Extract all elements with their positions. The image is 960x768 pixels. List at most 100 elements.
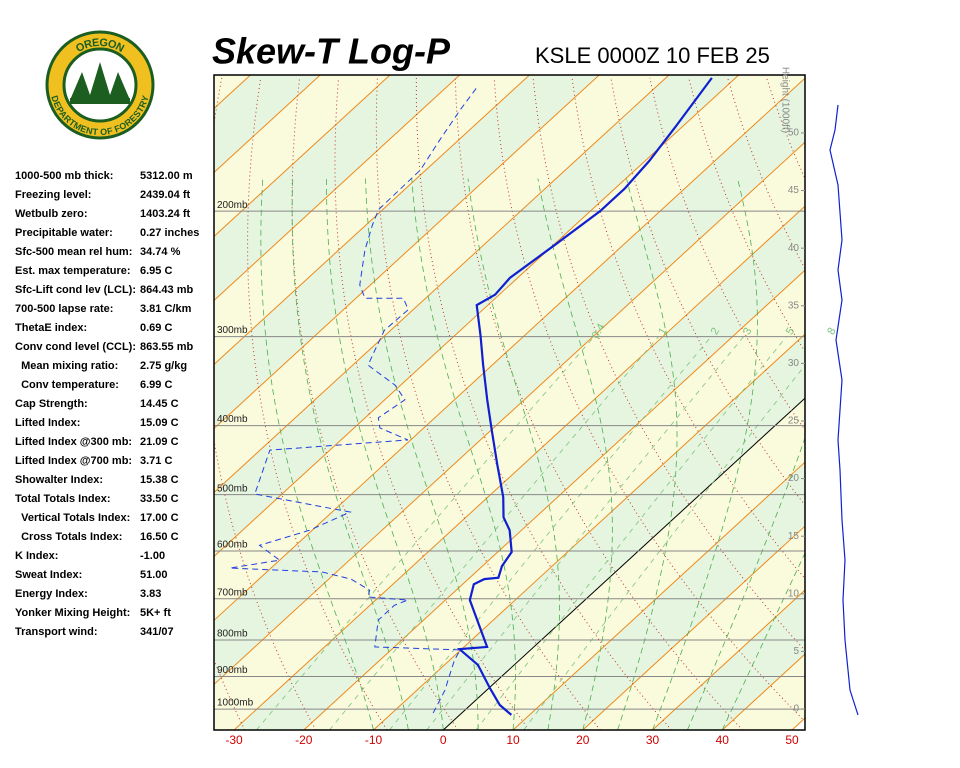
- index-label: Transport wind:: [15, 626, 98, 638]
- index-value: 0.27 inches: [140, 227, 199, 239]
- isotherm: [214, 75, 530, 366]
- logo-top-text: OREGON: [74, 37, 126, 55]
- isotherm: [214, 75, 740, 558]
- dry-adiabat: [883, 78, 960, 730]
- traces: [229, 77, 713, 716]
- index-value: 0.69 C: [140, 322, 172, 334]
- dry-adiabat: [493, 77, 805, 723]
- index-value: 2439.04 ft: [140, 189, 190, 201]
- x-tick-label: -10: [365, 733, 383, 747]
- mixing-ratio-label: 2: [709, 326, 722, 337]
- y2-tick-label: 15: [788, 531, 800, 542]
- isotherm-grid-line: [373, 333, 805, 730]
- index-label: Conv temperature:: [15, 379, 119, 391]
- index-value: 863.55 mb: [140, 341, 193, 353]
- index-value: 21.09 C: [140, 436, 179, 448]
- y2-tick-label: 5: [793, 646, 799, 657]
- plot-frame: [213, 74, 806, 731]
- isotherm-grid-line: [512, 461, 805, 730]
- mixing-ratio-line: [523, 364, 805, 730]
- index-value: 33.50 C: [140, 493, 179, 505]
- index-label: Sfc-500 mean rel hum:: [15, 246, 132, 258]
- moist-adiabat: [260, 178, 374, 730]
- moist-adiabat: [687, 436, 805, 730]
- index-value: 5312.00 m: [140, 170, 193, 182]
- x-tick-label: 20: [576, 733, 590, 747]
- moist-adiabat: [537, 178, 613, 730]
- x-tick-label: 30: [646, 733, 660, 747]
- dry-adiabat: [610, 77, 805, 507]
- index-value: 1403.24 ft: [140, 208, 190, 220]
- isotherm-grid-line: [652, 589, 805, 730]
- x-tick-label: 10: [506, 733, 520, 747]
- isotherm-band: [214, 78, 805, 685]
- grid: [214, 75, 960, 730]
- index-label: Energy Index:: [15, 588, 88, 600]
- index-label: Vertical Totals Index:: [15, 512, 130, 524]
- dry-adiabat: [844, 78, 960, 730]
- isotherm: [214, 75, 461, 302]
- index-value: 15.38 C: [140, 474, 179, 486]
- y-tick-label: 700mb: [217, 587, 248, 598]
- mixing-ratio-label: 8: [825, 326, 838, 337]
- index-label: Mean mixing ratio:: [15, 360, 118, 372]
- index-label: Total Totals Index:: [15, 493, 111, 505]
- index-label: ThetaE index:: [15, 322, 87, 334]
- isotherm-grid-line: [582, 525, 805, 730]
- y2-tick-label: 20: [788, 473, 800, 484]
- index-label: Freezing level:: [15, 189, 91, 201]
- isotherm: [214, 77, 805, 622]
- dry-adiabat: [922, 78, 960, 730]
- x-tick-label: -20: [295, 733, 313, 747]
- index-value: 15.09 C: [140, 417, 179, 429]
- index-label: K Index:: [15, 550, 58, 562]
- index-value: 14.45 C: [140, 398, 179, 410]
- index-value: 17.00 C: [140, 512, 179, 524]
- index-value: 3.81 C/km: [140, 303, 192, 315]
- isotherm-grid-line: [442, 397, 805, 730]
- y-tick-label: 500mb: [217, 483, 248, 494]
- moist-adiabat: [326, 178, 444, 730]
- y-tick-label: 400mb: [217, 414, 248, 425]
- y2-label: Height (1000ft): [779, 67, 790, 133]
- dry-adiabat: [334, 77, 530, 730]
- chart-subtitle: KSLE 0000Z 10 FEB 25: [535, 43, 770, 68]
- mixing-ratio-label: 3: [741, 326, 754, 337]
- y2-tick-label: 0: [793, 704, 799, 715]
- moist-adiabat: [652, 178, 758, 730]
- index-label: 700-500 lapse rate:: [15, 303, 113, 315]
- index-label: Conv cond level (CCL):: [15, 341, 136, 353]
- logo-trees: [70, 62, 130, 100]
- y2-tick-label: 40: [788, 243, 800, 254]
- chart-title: Skew-T Log-P: [212, 31, 451, 72]
- index-value: 341/07: [140, 626, 174, 638]
- temperature-trace: [456, 77, 713, 716]
- y2-tick-label: 45: [788, 185, 800, 196]
- isotherm-grid-line: [233, 205, 805, 730]
- y2-tick-label: 25: [788, 416, 800, 427]
- isotherm-grid-line: [303, 269, 805, 730]
- index-label: Lifted Index @700 mb:: [15, 455, 132, 467]
- y-tick-label: 1000mb: [217, 698, 254, 709]
- index-value: 6.95 C: [140, 265, 172, 277]
- y2-tick-label: 10: [788, 588, 800, 599]
- y2-tick-label: 30: [788, 358, 800, 369]
- wind-barb-staffs: [829, 104, 859, 716]
- mixing-ratio-line: [426, 336, 744, 730]
- isotherm: [214, 75, 600, 430]
- y2-tick-label: 50: [788, 128, 800, 139]
- index-value: 3.71 C: [140, 455, 172, 467]
- index-label: Cross Totals Index:: [15, 531, 122, 543]
- index-label: Precipitable water:: [15, 227, 113, 239]
- index-label: Lifted Index:: [15, 417, 80, 429]
- moist-adiabat: [291, 178, 409, 730]
- isotherm-band: [214, 142, 805, 730]
- dewpoint-trace: [229, 86, 478, 714]
- indices: 1000-500 mb thick: 5312.00 m Freezing leve…: [15, 170, 199, 638]
- dry-adiabat: [247, 77, 388, 730]
- index-label: Wetbulb zero:: [15, 208, 88, 220]
- index-label: Lifted Index @300 mb:: [15, 436, 132, 448]
- y2-tick-label: 35: [788, 300, 800, 311]
